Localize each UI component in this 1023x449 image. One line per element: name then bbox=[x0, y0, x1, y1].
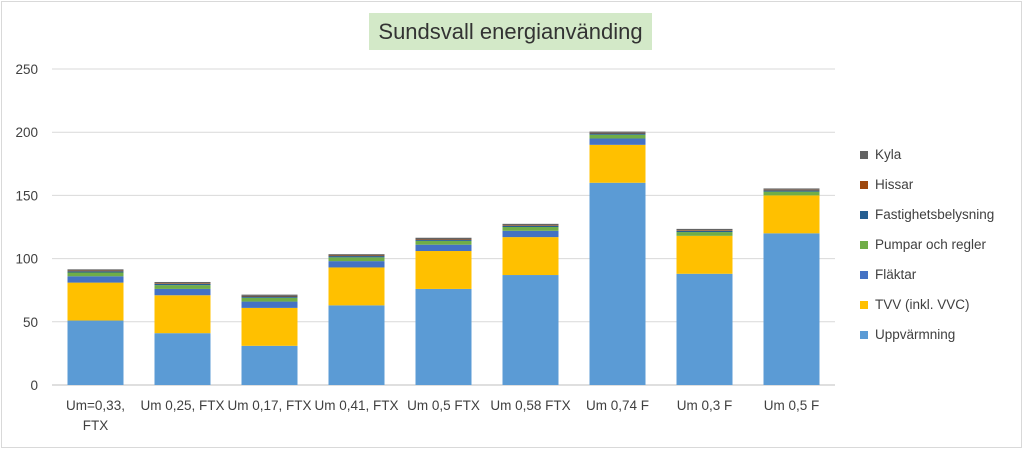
bar-segment bbox=[763, 191, 820, 196]
bar-segment bbox=[328, 257, 385, 262]
bar-segment bbox=[676, 273, 733, 385]
bar-segment bbox=[589, 131, 646, 133]
bar-segment bbox=[328, 256, 385, 258]
x-tick-label: Um 0,5 F bbox=[764, 398, 820, 413]
bar-segment bbox=[589, 138, 646, 145]
legend-label: Pumpar och regler bbox=[875, 237, 987, 252]
bar-segment bbox=[502, 223, 559, 226]
bar-segment bbox=[328, 305, 385, 385]
bar-segment bbox=[67, 272, 124, 277]
legend-label: Fläktar bbox=[875, 267, 917, 282]
bar-segment bbox=[241, 296, 298, 298]
legend-swatch bbox=[860, 271, 868, 279]
bar-segment bbox=[241, 294, 298, 296]
bar-segment bbox=[676, 230, 733, 231]
bar-segment bbox=[415, 240, 472, 245]
bar-segment bbox=[676, 230, 733, 233]
bar-segment bbox=[241, 297, 298, 302]
bar-segment bbox=[154, 281, 211, 284]
bar-segment bbox=[589, 182, 646, 385]
bar-segment bbox=[763, 189, 820, 191]
bar-segment bbox=[589, 134, 646, 139]
bar-segment bbox=[67, 276, 124, 283]
x-tick-label: Um 0,58 FTX bbox=[490, 398, 570, 413]
x-tick-label: Um 0,3 F bbox=[677, 398, 733, 413]
y-tick-label: 100 bbox=[15, 252, 38, 267]
bar-segment bbox=[502, 230, 559, 238]
bar-segment bbox=[241, 295, 298, 297]
legend-label: Kyla bbox=[875, 147, 902, 162]
legend-swatch bbox=[860, 211, 868, 219]
x-tick-label: Um 0,17, FTX bbox=[227, 398, 311, 413]
bar-segment bbox=[502, 225, 559, 227]
bar-segment bbox=[502, 237, 559, 276]
bar-segment bbox=[415, 239, 472, 241]
bar-segment bbox=[328, 267, 385, 306]
bar-segment bbox=[67, 271, 124, 273]
bar-segment bbox=[589, 133, 646, 135]
legend-label: Uppvärmning bbox=[875, 327, 956, 342]
x-tick-label: Um 0,25, FTX bbox=[140, 398, 224, 413]
y-tick-label: 50 bbox=[23, 315, 38, 330]
bar-segment bbox=[328, 261, 385, 268]
legend-swatch bbox=[860, 241, 868, 249]
bar-segment bbox=[67, 320, 124, 385]
bar-segment bbox=[415, 239, 472, 240]
x-tick-label: Um 0,5 FTX bbox=[407, 398, 480, 413]
legend-label: Fastighetsbelysning bbox=[875, 207, 995, 222]
bar-segment bbox=[154, 333, 211, 385]
bar-segment bbox=[241, 345, 298, 385]
legend-label: Hissar bbox=[875, 177, 914, 192]
bar-segment bbox=[415, 237, 472, 240]
y-tick-label: 250 bbox=[15, 62, 38, 77]
y-tick-label: 200 bbox=[15, 125, 38, 140]
bar-segment bbox=[67, 282, 124, 321]
bar-segment bbox=[241, 301, 298, 308]
bar-segment bbox=[415, 244, 472, 252]
legend-swatch bbox=[860, 151, 868, 159]
legend-swatch bbox=[860, 181, 868, 189]
bar-segment bbox=[154, 288, 211, 296]
x-tick-label: Um 0,41, FTX bbox=[314, 398, 398, 413]
bar-segment bbox=[502, 275, 559, 385]
bar-segment bbox=[415, 251, 472, 289]
bar-segment bbox=[415, 288, 472, 385]
bar-segment bbox=[589, 144, 646, 183]
chart-title: Sundsvall energianvänding bbox=[378, 19, 643, 44]
bar-segment bbox=[154, 295, 211, 334]
bar-segment bbox=[154, 285, 211, 289]
bar-segment bbox=[589, 132, 646, 134]
bar-segment bbox=[763, 195, 820, 234]
y-tick-label: 150 bbox=[15, 188, 38, 203]
bar-segment bbox=[676, 235, 733, 274]
bar-segment bbox=[241, 307, 298, 346]
bar-segment bbox=[502, 227, 559, 231]
bar-segment bbox=[676, 228, 733, 231]
legend-swatch bbox=[860, 301, 868, 309]
bar-segment bbox=[763, 233, 820, 385]
bar-segment bbox=[67, 269, 124, 271]
bar-segment bbox=[67, 270, 124, 272]
bar-segment bbox=[763, 188, 820, 190]
bar-segment bbox=[763, 190, 820, 192]
bar-segment bbox=[154, 283, 211, 286]
chart-title-box: Sundsvall energianvänding bbox=[369, 13, 652, 50]
x-tick-label: FTX bbox=[83, 418, 109, 433]
bar-segment bbox=[502, 225, 559, 226]
x-tick-label: Um=0,33, bbox=[66, 398, 125, 413]
bar-segment bbox=[328, 255, 385, 257]
legend-label: TVV (inkl. VVC) bbox=[875, 297, 970, 312]
y-tick-label: 0 bbox=[30, 378, 38, 393]
bar-segment bbox=[154, 283, 211, 284]
legend-swatch bbox=[860, 331, 868, 339]
bar-segment bbox=[328, 254, 385, 256]
x-tick-label: Um 0,74 F bbox=[586, 398, 649, 413]
bar-segment bbox=[676, 232, 733, 236]
